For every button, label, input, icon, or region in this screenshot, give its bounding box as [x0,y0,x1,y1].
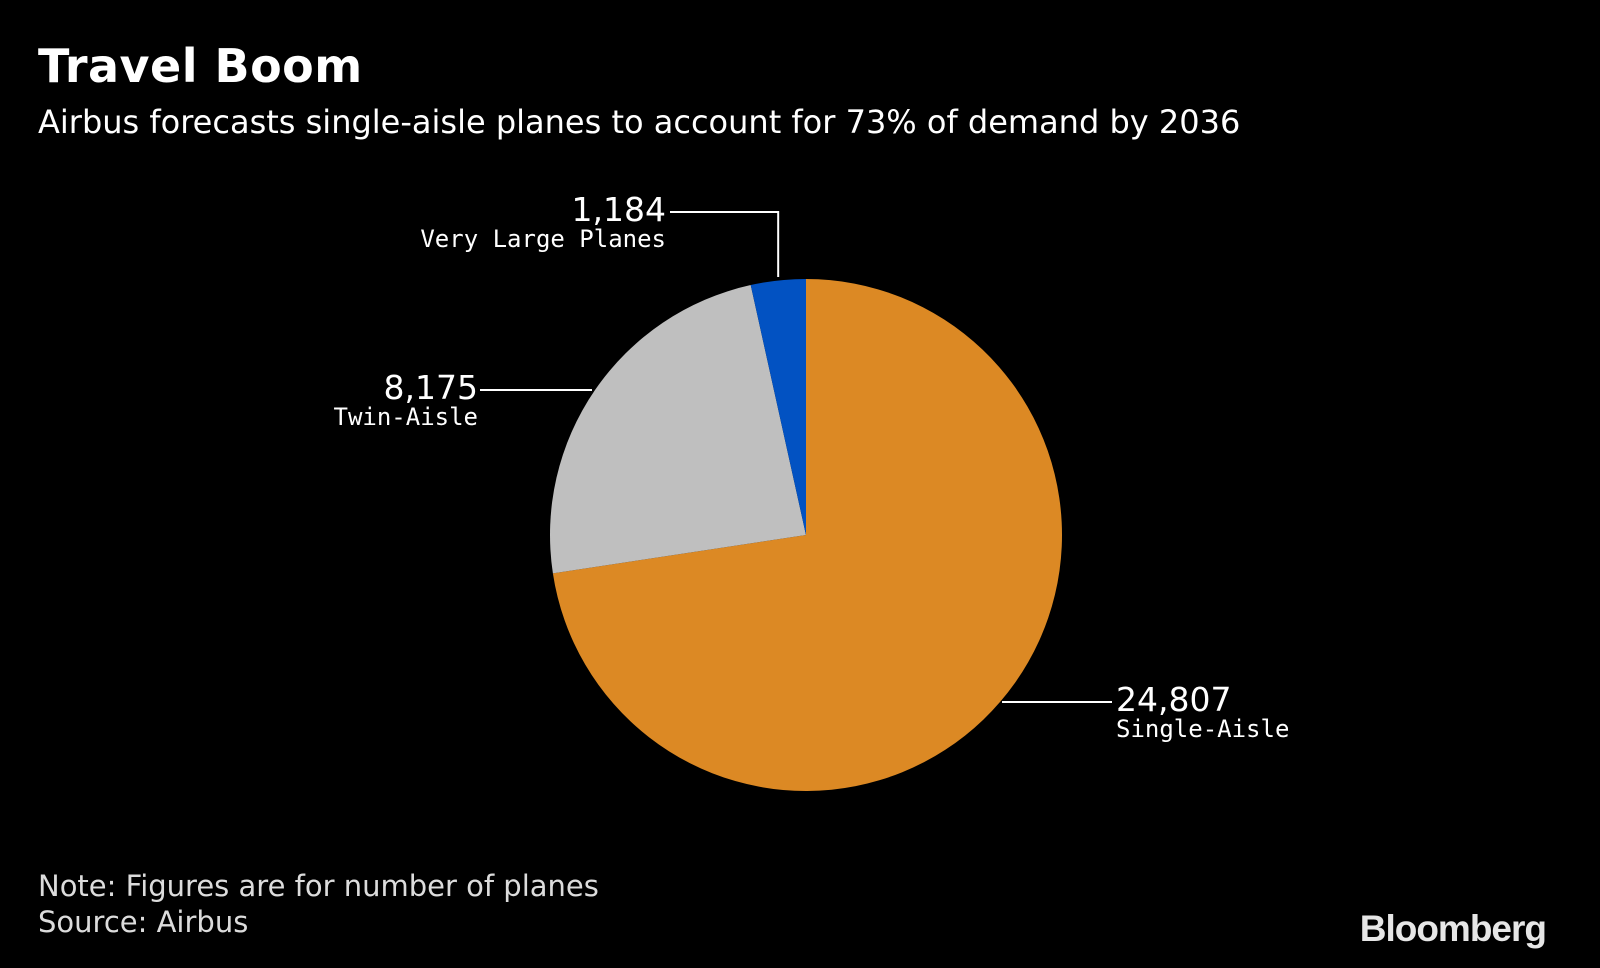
pie-slice-very-large [750,279,806,535]
value-label-twin-aisle: 8,175 [384,368,478,407]
value-label-single-aisle: 24,807 [1116,680,1231,719]
pie-slice-twin-aisle [550,285,806,574]
category-label-very-large: Very Large Planes [420,225,666,253]
chart-title: Travel Boom [38,39,363,93]
footer-note: Note: Figures are for number of planes [38,869,599,903]
value-label-very-large: 1,184 [572,190,666,229]
bloomberg-logo: Bloomberg [1359,908,1547,949]
pie-slices [550,279,1063,791]
category-label-twin-aisle: Twin-Aisle [334,403,479,431]
footer-source: Source: Airbus [38,905,249,939]
pie-slice-single-aisle [552,279,1063,791]
category-label-single-aisle: Single-Aisle [1116,715,1289,743]
leader-line-very-large [670,211,780,277]
chart-footer: Note: Figures are for number of planes S… [38,868,599,940]
chart-subtitle: Airbus forecasts single-aisle planes to … [38,103,1241,141]
